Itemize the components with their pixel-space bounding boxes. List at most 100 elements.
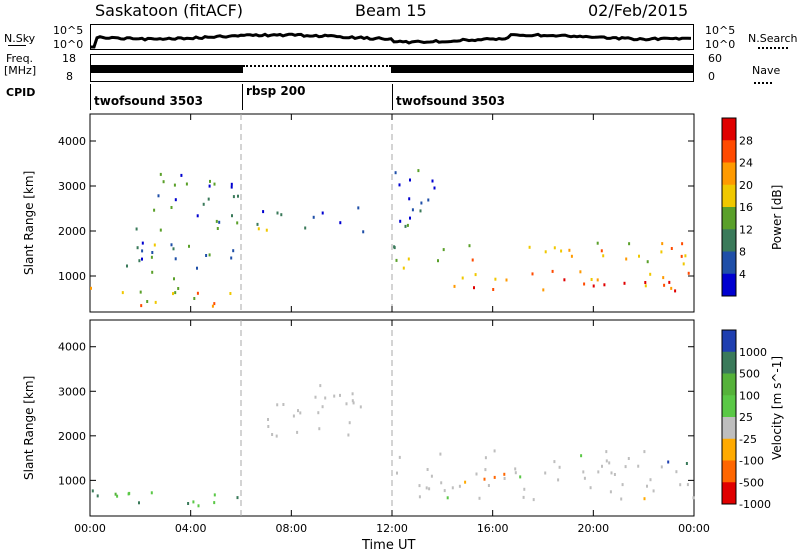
power-colorbar-swatch	[722, 163, 736, 186]
power-cell	[141, 249, 143, 252]
velocity-cell	[315, 396, 317, 399]
velocity-cell	[476, 473, 478, 476]
velocity-cell	[431, 475, 433, 478]
velocity-cell	[503, 473, 505, 476]
velocity-cell	[653, 489, 655, 492]
velocity-cell	[580, 454, 582, 457]
velocity-cell	[352, 399, 354, 402]
power-cell	[155, 301, 157, 304]
time-axis: 00:00 04:00 08:00 12:00 16:00 20:00 00:00	[74, 522, 710, 535]
velocity-cell	[339, 394, 341, 397]
power-cell	[122, 291, 124, 294]
velocity-cell	[611, 471, 613, 474]
power-cell	[175, 257, 177, 260]
power-frame	[90, 114, 694, 312]
power-cell	[529, 246, 531, 249]
power-cell	[158, 194, 160, 197]
velocity-cell	[523, 496, 525, 499]
power-colorbar-swatch	[722, 185, 736, 208]
velocity-cell	[494, 476, 496, 479]
power-cell	[683, 262, 685, 265]
velocity-cell	[317, 411, 319, 414]
velocity-cell	[584, 477, 586, 480]
velocity-colorbar-tick: -500	[739, 476, 764, 489]
power-cell	[628, 242, 630, 245]
power-cell	[579, 270, 581, 273]
power-cell	[231, 183, 233, 186]
velocity-cell	[444, 489, 446, 492]
power-cell	[409, 217, 411, 220]
power-cell	[231, 186, 233, 189]
power-cell	[475, 273, 477, 276]
velocity-cell	[192, 500, 194, 503]
power-cell	[322, 212, 324, 215]
velocity-cell	[276, 435, 278, 438]
power-cell	[668, 281, 670, 284]
power-cell	[602, 254, 604, 257]
velocity-cell	[608, 461, 610, 464]
velocity-cell	[267, 425, 269, 428]
power-cell	[216, 220, 218, 223]
velocity-cell	[494, 449, 496, 452]
power-cell	[188, 245, 190, 248]
velocity-cell	[439, 453, 441, 456]
power-ytick-label: 2000	[58, 225, 86, 238]
power-cell	[173, 247, 175, 250]
velocity-cell	[128, 492, 130, 495]
velocity-cell	[675, 470, 677, 473]
velocity-cell	[419, 484, 421, 487]
power-colorbar-tick: 4	[739, 268, 746, 281]
velocity-cell	[271, 433, 273, 436]
velocity-cell	[187, 502, 189, 505]
power-cell	[177, 287, 179, 290]
velocity-cell	[97, 494, 99, 497]
power-colorbar-swatch	[722, 229, 736, 252]
velocity-colorbar-tick: -25	[739, 433, 757, 446]
velocity-colorbar-swatch	[722, 374, 736, 396]
power-cell	[90, 287, 92, 290]
power-cell	[193, 297, 195, 300]
power-cell	[684, 254, 686, 257]
velocity-cell	[484, 468, 486, 471]
power-cell	[638, 255, 640, 258]
power-cell	[160, 173, 162, 176]
velocity-cell	[198, 504, 200, 507]
velocity-cell	[667, 461, 669, 464]
velocity-colorbar-tick: 1000	[739, 346, 767, 359]
power-cell	[154, 244, 156, 247]
velocity-colorbar-swatch	[722, 417, 736, 439]
power-cell	[454, 285, 456, 288]
velocity-cell	[115, 493, 117, 496]
power-cell	[506, 279, 508, 282]
velocity-cell	[138, 501, 140, 504]
velocity-cell	[679, 483, 681, 486]
power-cell	[205, 254, 207, 257]
power-cell	[437, 259, 439, 262]
power-colorbar-tick: 28	[739, 134, 753, 147]
power-cell	[408, 258, 410, 261]
time-tick-label: 16:00	[477, 522, 509, 535]
power-cell	[420, 209, 422, 212]
velocity-cell	[622, 483, 624, 486]
power-colorbar-swatch	[722, 252, 736, 275]
time-tick-label: 04:00	[175, 522, 207, 535]
velocity-cell	[646, 485, 648, 488]
velocity-colorbar-tick: 500	[739, 368, 760, 381]
power-cell	[151, 251, 153, 254]
power-cell	[473, 286, 475, 289]
power-cell	[214, 183, 216, 186]
power-cell	[443, 248, 445, 251]
power-cell	[395, 171, 397, 174]
power-cell	[163, 180, 165, 183]
power-cell	[138, 259, 140, 262]
power-cell	[469, 244, 471, 247]
power-cell	[262, 210, 264, 213]
power-cell	[171, 243, 173, 246]
velocity-cell	[440, 481, 442, 484]
velocity-cell	[296, 431, 298, 434]
power-cell	[647, 260, 649, 263]
power-cell	[175, 198, 177, 201]
power-colorbar-swatch	[722, 207, 736, 230]
velocity-cell	[557, 478, 559, 481]
time-axis-label: Time UT	[362, 538, 415, 553]
